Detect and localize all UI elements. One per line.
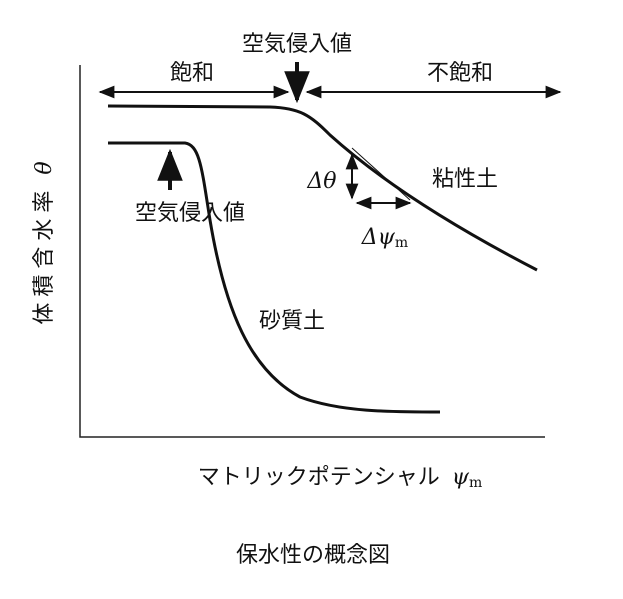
delta-psi-subscript: m (395, 235, 408, 251)
x-axis-label: マトリックポテンシャル ψm (198, 465, 483, 491)
clay-curve (107, 104, 538, 272)
delta-psi: Δψ (361, 225, 396, 250)
axes (79, 65, 545, 438)
unsaturated-label: 不飽和 (427, 61, 493, 86)
x-axis-text: マトリックポテンシャル (198, 465, 440, 490)
x-axis-symbol: ψ (452, 465, 470, 490)
clay-label: 粘性土 (432, 167, 498, 192)
sand-air-entry-label: 空気侵入値 (135, 201, 245, 226)
y-axis-text: 体積含水率 (32, 185, 57, 325)
y-axis-label: 体積含水率 θ (32, 155, 57, 324)
x-axis-subscript: m (469, 475, 482, 491)
sand-label: 砂質土 (259, 309, 325, 334)
y-axis-symbol: θ (32, 155, 57, 174)
air-entry-label: 空気侵入値 (242, 32, 352, 57)
delta-psi-label: Δψm (361, 225, 408, 251)
figure-title: 保水性の概念図 (236, 543, 390, 568)
tangent-line (351, 147, 411, 201)
sand-curve (108, 141, 441, 414)
delta-theta-label: Δθ (306, 169, 336, 194)
saturated-label: 飽和 (170, 61, 214, 86)
